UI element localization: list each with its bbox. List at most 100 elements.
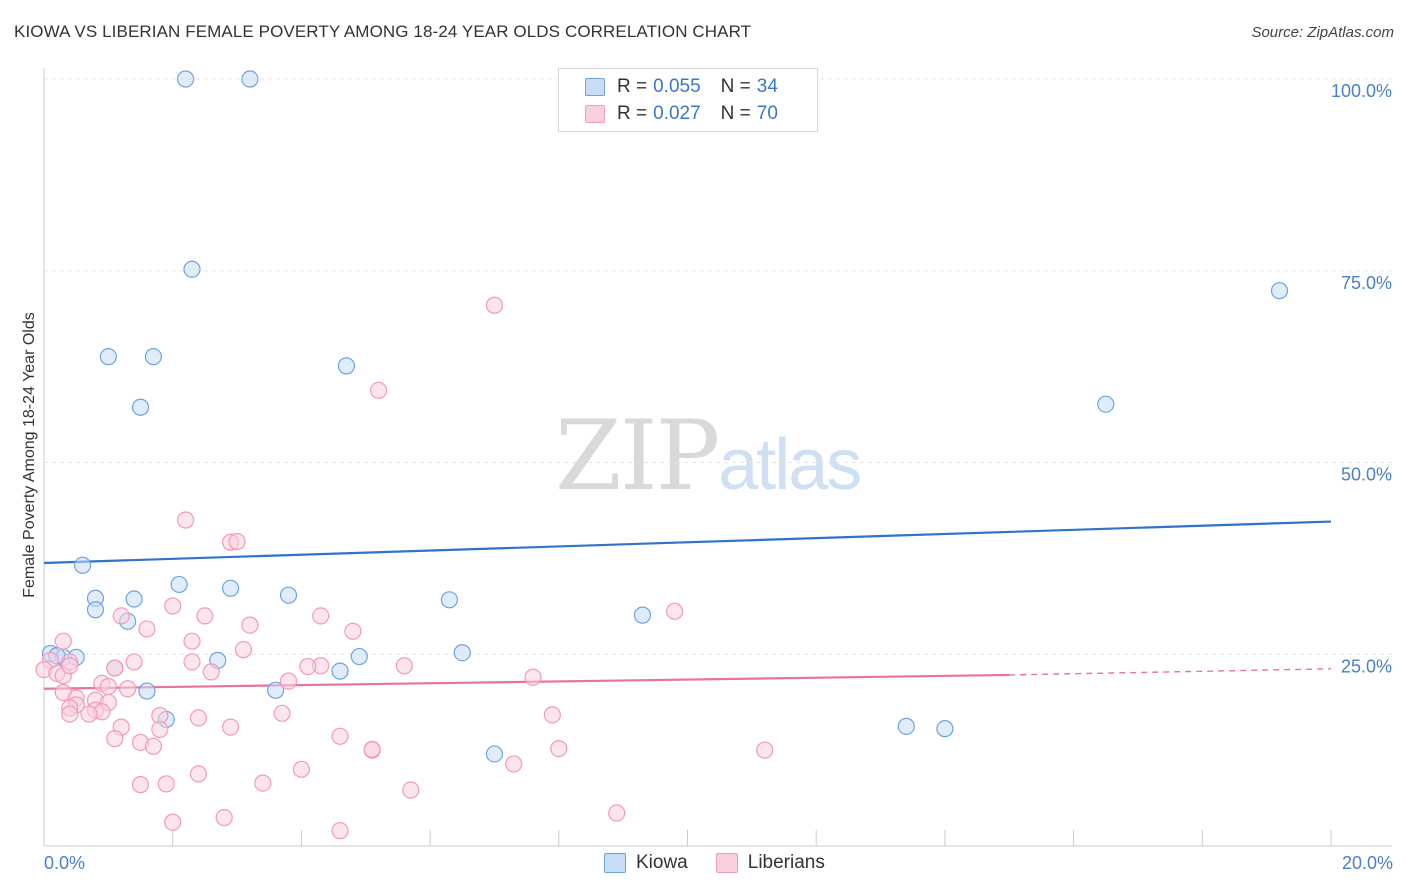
watermark: ZIPatlas [555, 400, 862, 512]
data-point [344, 622, 362, 640]
data-point [222, 718, 240, 736]
data-point [138, 682, 156, 700]
data-point [144, 737, 162, 755]
series-swatch-liberians [715, 853, 738, 873]
legend-n-value: 34 [756, 76, 778, 97]
data-points [35, 70, 1289, 840]
data-point [125, 590, 143, 608]
series-label-kiowa: Kiowa [636, 852, 688, 873]
axes [43, 68, 1392, 847]
data-point [292, 760, 310, 778]
data-point [228, 532, 246, 551]
data-point [363, 740, 381, 758]
series-legend-liberians: Liberians [715, 852, 825, 874]
source-label: Source: ZipAtlas.com [1251, 24, 1394, 41]
data-point [119, 680, 137, 698]
data-point [485, 296, 504, 314]
data-point [756, 741, 774, 759]
data-point [99, 677, 117, 696]
data-point [897, 717, 915, 735]
legend-n-value: 70 [756, 103, 778, 124]
data-point [254, 774, 272, 792]
watermark-atlas: atlas [718, 425, 862, 505]
data-point [86, 601, 105, 619]
data-point [54, 632, 72, 650]
data-point [1097, 395, 1115, 413]
data-point [164, 597, 182, 615]
series-swatch-kiowa [604, 853, 626, 873]
data-point [61, 705, 79, 723]
data-point [202, 663, 220, 681]
legend-r-value: 0.055 [653, 76, 701, 97]
y-tick-label: 25.0% [1341, 656, 1392, 676]
chart-title: KIOWA VS LIBERIAN FEMALE POVERTY AMONG 1… [14, 22, 752, 41]
legend-r-label: R = [617, 76, 648, 97]
data-point [312, 607, 330, 625]
data-point [370, 381, 388, 400]
data-point [936, 720, 954, 738]
data-point [608, 804, 626, 822]
data-point [157, 775, 175, 793]
data-point [189, 709, 208, 727]
series-liberians [35, 296, 774, 840]
legend-n-label: N = [720, 76, 751, 97]
data-point [505, 755, 523, 773]
data-point [138, 620, 156, 638]
data-point [267, 681, 285, 699]
legend-row-liberians: R = 0.027 N = 70 [585, 102, 778, 126]
data-point [1270, 282, 1289, 300]
data-point [183, 632, 201, 650]
stats-legend: R = 0.055 N = 34 R = 0.027 N = 70 [558, 68, 818, 132]
series-kiowa [41, 70, 1289, 763]
series-legend-kiowa: Kiowa [604, 852, 688, 874]
data-point [337, 357, 356, 375]
data-point [189, 765, 208, 783]
data-point [176, 70, 195, 88]
data-point [524, 668, 542, 686]
data-point [99, 348, 117, 366]
data-point [279, 672, 298, 690]
data-point [222, 579, 240, 597]
data-point [550, 739, 568, 758]
trend-line-kiowa [43, 520, 1332, 565]
data-point [131, 776, 150, 794]
legend-row-kiowa: R = 0.055 N = 34 [585, 75, 778, 99]
data-point [80, 705, 98, 723]
data-point [183, 653, 201, 671]
data-point [453, 644, 471, 662]
data-point [299, 657, 317, 676]
data-point [485, 745, 504, 763]
data-point [183, 260, 201, 278]
data-point [170, 575, 188, 594]
data-point [395, 657, 413, 675]
data-point [196, 607, 214, 625]
data-point [106, 730, 124, 748]
data-point [543, 706, 561, 724]
trend-extension-liberians [1009, 668, 1332, 676]
data-point [440, 591, 459, 609]
data-point [61, 657, 79, 675]
data-point [215, 809, 233, 827]
data-point [112, 607, 130, 625]
data-point [131, 398, 150, 416]
data-point [666, 602, 684, 620]
data-point [234, 641, 253, 659]
data-point [74, 556, 92, 574]
data-point [331, 727, 349, 745]
legend-swatch-liberians [585, 105, 605, 123]
legend-n-label: N = [720, 103, 751, 124]
watermark-zip: ZIP [555, 400, 720, 512]
legend-r-label: R = [617, 103, 648, 124]
data-point [279, 586, 298, 604]
series-label-liberians: Liberians [747, 852, 825, 873]
legend-r-value: 0.027 [653, 103, 701, 124]
data-point [331, 822, 349, 840]
grid [44, 78, 1392, 655]
data-point [176, 511, 195, 529]
y-tick-label: 50.0% [1341, 465, 1392, 485]
data-point [151, 720, 169, 739]
data-point [125, 653, 143, 671]
x-tick-label: 20.0% [1342, 853, 1393, 873]
tick-labels: 25.0% 50.0% 75.0% 100.0% 0.0% 20.0% [44, 81, 1393, 873]
data-point [273, 704, 291, 722]
